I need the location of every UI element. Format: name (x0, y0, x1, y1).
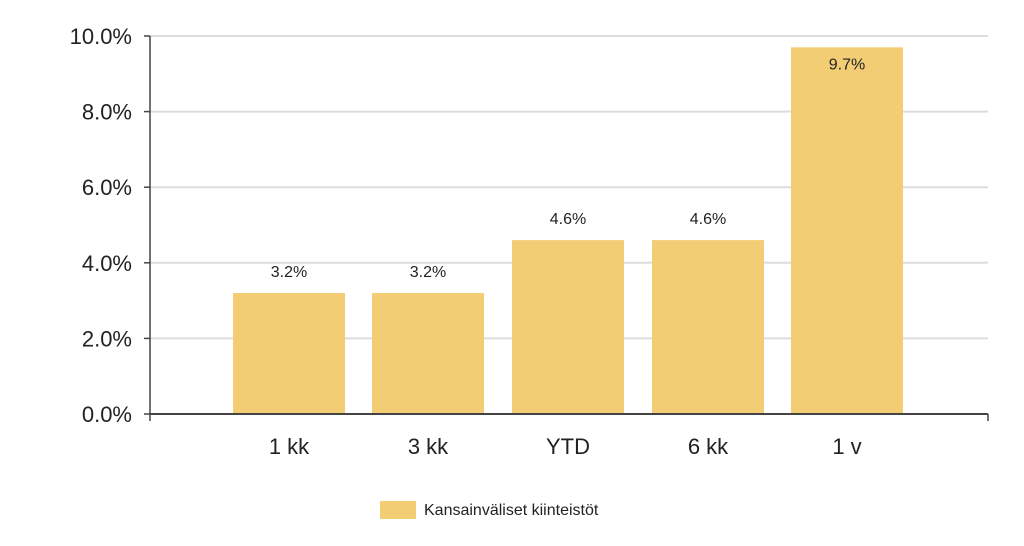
x-tick-label: 3 kk (408, 434, 449, 459)
bar (791, 47, 903, 415)
y-tick-label: 6.0% (82, 175, 132, 200)
axes: 0.0% 2.0% 4.0% 6.0% 8.0% 10.0% 1 kk 3 kk YTD 6 kk… (70, 24, 989, 459)
legend-label: Kansainväliset kiinteistöt (424, 502, 599, 519)
y-tick-label: 0.0% (82, 402, 132, 427)
data-label: 9.7% (829, 56, 865, 73)
bar (233, 293, 345, 414)
y-tick-label: 8.0% (82, 100, 132, 125)
bars (233, 47, 903, 415)
y-tick-label: 2.0% (82, 326, 132, 351)
bar (512, 240, 624, 414)
data-label: 3.2% (410, 264, 446, 281)
y-tick-label: 4.0% (82, 251, 132, 276)
legend-swatch (380, 501, 416, 519)
data-label: 3.2% (271, 264, 307, 281)
x-tick-label: YTD (546, 434, 590, 459)
bar (372, 293, 484, 414)
data-labels: 3.2% 3.2% 4.6% 4.6% 9.7% (271, 56, 865, 281)
data-label: 4.6% (550, 211, 586, 228)
y-tick-label: 10.0% (70, 24, 132, 49)
x-tick-label: 6 kk (688, 434, 729, 459)
legend: Kansainväliset kiinteistöt (380, 501, 599, 519)
x-tick-label: 1 v (832, 434, 861, 459)
data-label: 4.6% (690, 211, 726, 228)
x-tick-label: 1 kk (269, 434, 310, 459)
bar (652, 240, 764, 414)
